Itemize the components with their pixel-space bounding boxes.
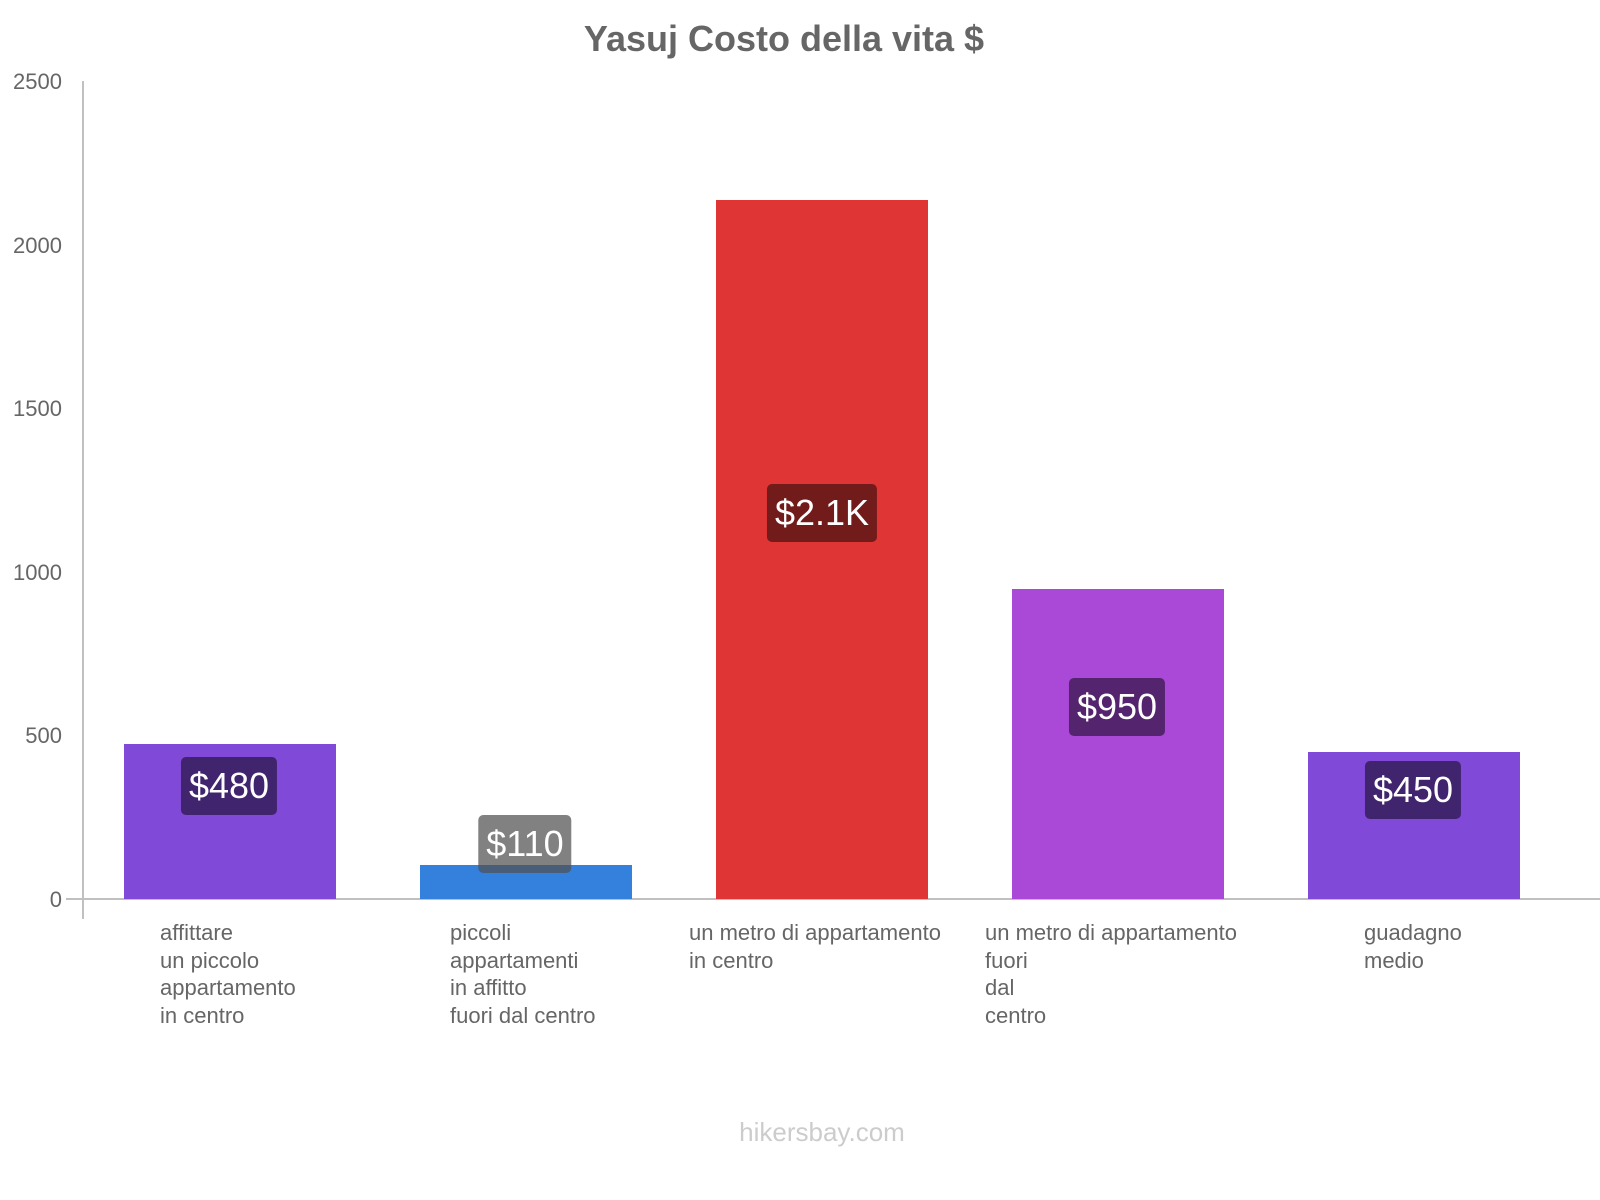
x-label-sqm-apartment-center: un metro di appartamento in centro bbox=[689, 920, 941, 973]
x-label-small-apartments-outside-center: piccoli appartamenti in affitto fuori da… bbox=[450, 920, 596, 1028]
y-tick-0: 0 bbox=[49, 887, 62, 912]
chart-title: Yasuj Costo della vita $ bbox=[583, 18, 985, 59]
value-label: $110 bbox=[478, 815, 572, 873]
y-tick-2500: 2500 bbox=[13, 69, 62, 94]
value-label: $480 bbox=[180, 757, 278, 815]
y-axis-line bbox=[82, 81, 84, 919]
y-tick-1500: 1500 bbox=[13, 396, 62, 421]
x-label-average-salary: guadagno medio bbox=[1364, 920, 1462, 973]
x-label-rent-small-apartment-center: affittare un piccolo appartamento in cen… bbox=[160, 920, 296, 1028]
y-tick-1000: 1000 bbox=[13, 560, 62, 585]
bar-sqm-apartment-center[interactable] bbox=[716, 200, 928, 899]
x-axis-line bbox=[66, 898, 1600, 900]
y-tick-500: 500 bbox=[25, 723, 62, 748]
y-tick-2000: 2000 bbox=[13, 233, 62, 258]
value-label: $450 bbox=[1364, 761, 1462, 819]
value-label: $2.1K bbox=[766, 484, 878, 542]
bar-sqm-apartment-outside-center[interactable] bbox=[1012, 589, 1224, 899]
x-label-sqm-apartment-outside-center: un metro di appartamento fuori dal centr… bbox=[985, 920, 1237, 1028]
watermark: hikersbay.com bbox=[739, 1117, 905, 1147]
value-label: $950 bbox=[1068, 678, 1166, 736]
